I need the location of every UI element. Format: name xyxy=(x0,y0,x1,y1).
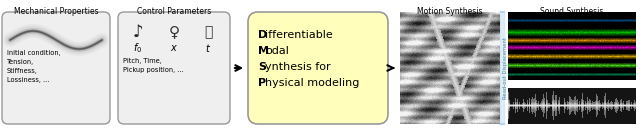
Text: P: P xyxy=(258,78,266,88)
Text: hysical modeling: hysical modeling xyxy=(265,78,360,88)
Text: S: S xyxy=(258,62,266,72)
Text: Initial condition,
Tension,
Stiffness,
Lossiness, ...: Initial condition, Tension, Stiffness, L… xyxy=(7,50,61,83)
Text: Control Parameters: Control Parameters xyxy=(137,7,211,16)
FancyBboxPatch shape xyxy=(2,12,110,124)
Text: Sound Synthesis: Sound Synthesis xyxy=(540,7,604,16)
Text: Read-out Displacement: Read-out Displacement xyxy=(502,37,508,99)
FancyBboxPatch shape xyxy=(118,12,230,124)
FancyBboxPatch shape xyxy=(248,12,388,124)
Text: M: M xyxy=(258,46,269,56)
Text: ♪: ♪ xyxy=(132,23,143,41)
Text: ⌚: ⌚ xyxy=(204,25,212,39)
Text: Mechanical Properties: Mechanical Properties xyxy=(13,7,99,16)
Text: ifferentiable: ifferentiable xyxy=(265,30,333,40)
Text: $t$: $t$ xyxy=(205,42,211,54)
Text: odal: odal xyxy=(265,46,289,56)
Text: Motion Synthesis: Motion Synthesis xyxy=(417,7,483,16)
Text: ynthesis for: ynthesis for xyxy=(265,62,331,72)
Text: D: D xyxy=(258,30,268,40)
Text: Pitch, Time,
Pickup position, ...: Pitch, Time, Pickup position, ... xyxy=(123,58,184,73)
Text: $x$: $x$ xyxy=(170,43,178,53)
Text: $f_0$: $f_0$ xyxy=(133,41,143,55)
Polygon shape xyxy=(500,12,504,124)
Text: ♀: ♀ xyxy=(168,24,180,39)
